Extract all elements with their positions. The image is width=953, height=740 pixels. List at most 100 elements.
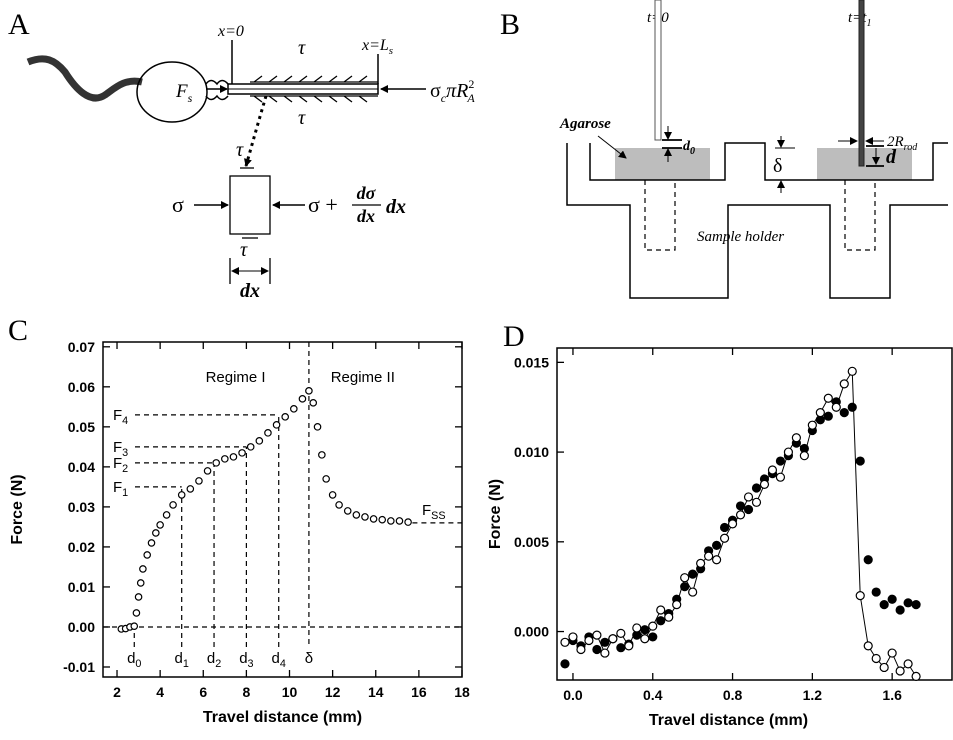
data-point bbox=[704, 551, 714, 561]
data-point bbox=[871, 653, 881, 664]
data-point bbox=[711, 555, 722, 565]
annotation: FSS bbox=[422, 502, 446, 522]
x-tick-label: 10 bbox=[282, 684, 298, 700]
label-mid: πR bbox=[446, 80, 468, 102]
data-point bbox=[791, 433, 801, 443]
data-point bbox=[863, 555, 873, 565]
arrow bbox=[597, 135, 627, 159]
data-point bbox=[221, 455, 229, 463]
label-sub: rod bbox=[904, 142, 919, 153]
label-sub: s bbox=[389, 45, 393, 57]
data-point bbox=[361, 513, 369, 521]
y-tick-label: 0.05 bbox=[68, 419, 95, 435]
label-main: d bbox=[175, 650, 183, 667]
label-sub: c bbox=[441, 91, 447, 105]
label-main: d bbox=[239, 650, 247, 667]
data-point bbox=[887, 648, 897, 658]
label-sub: 1 bbox=[866, 18, 871, 29]
label-main: d bbox=[207, 650, 215, 667]
data-point bbox=[855, 456, 865, 466]
d-marks bbox=[866, 145, 884, 167]
data-point bbox=[656, 616, 666, 626]
data-point bbox=[378, 515, 387, 524]
sample-holder bbox=[589, 142, 948, 181]
x-tick-label: 0.0 bbox=[563, 687, 583, 703]
y-tick-label: 0.03 bbox=[68, 499, 95, 515]
label-main: F bbox=[113, 439, 122, 456]
data-point bbox=[318, 451, 326, 459]
panel-a: A x=0 x=Ls τ τ Fs σcπR2 A τ σ σ + dσ dx d… bbox=[8, 8, 475, 302]
data-point bbox=[568, 632, 578, 642]
data-point bbox=[212, 459, 220, 467]
delta-label: δ bbox=[305, 650, 313, 667]
data-point bbox=[759, 479, 770, 489]
data-point bbox=[751, 483, 762, 493]
data-point bbox=[688, 569, 698, 579]
delta-label: δ bbox=[773, 155, 782, 177]
label-sub: 1 bbox=[122, 487, 128, 499]
y-tick-label: 0.06 bbox=[68, 379, 95, 395]
fraction-num: dσ bbox=[357, 183, 377, 203]
data-point bbox=[903, 598, 913, 608]
tau-label: τ bbox=[240, 239, 248, 261]
label-main: F bbox=[175, 81, 188, 102]
data-point bbox=[664, 612, 674, 622]
x-tick-label: 18 bbox=[454, 684, 470, 700]
annotation: d3 bbox=[239, 650, 253, 670]
data-point bbox=[624, 641, 634, 651]
annotation: F2 bbox=[113, 455, 128, 475]
data-point bbox=[309, 399, 318, 407]
label-sub: s bbox=[188, 91, 193, 105]
x-tick-label: 14 bbox=[368, 684, 384, 700]
data-point bbox=[847, 402, 857, 412]
dotted-arrow bbox=[244, 95, 268, 167]
data-point bbox=[743, 492, 754, 502]
data-point bbox=[352, 511, 361, 519]
data-point bbox=[132, 609, 141, 617]
data-point bbox=[895, 666, 905, 676]
y-tick-label: 0.005 bbox=[514, 534, 549, 550]
d-label: d bbox=[886, 146, 897, 168]
data-point bbox=[711, 540, 722, 551]
data-point bbox=[823, 411, 833, 421]
data-point bbox=[831, 402, 841, 412]
sigma-c-label: σcπR2 A bbox=[430, 77, 475, 105]
label-main: σ bbox=[430, 80, 441, 102]
label-main: d bbox=[127, 650, 135, 667]
plot-frame bbox=[556, 347, 953, 681]
agarose-label: Agarose bbox=[559, 116, 611, 132]
data-point bbox=[879, 600, 889, 610]
tau-label: τ bbox=[236, 139, 244, 161]
y-axis-title: Force (N) bbox=[487, 479, 504, 549]
data-point bbox=[600, 648, 610, 658]
label-sub: SS bbox=[431, 510, 445, 522]
data-point bbox=[343, 507, 352, 515]
y-axis-title: Force (N) bbox=[9, 474, 26, 544]
panel-letter: C bbox=[8, 314, 28, 347]
data-point bbox=[290, 405, 298, 413]
data-point bbox=[305, 387, 313, 395]
y-tick-label: 0.04 bbox=[68, 459, 95, 475]
agarose-gel bbox=[615, 148, 710, 180]
x-tick-label: 6 bbox=[199, 684, 207, 700]
annotation: F4 bbox=[113, 407, 128, 427]
data-point bbox=[640, 625, 650, 635]
data-point bbox=[688, 587, 698, 597]
holder-label: Sample holder bbox=[697, 229, 784, 245]
annotation: d4 bbox=[272, 650, 286, 670]
dx-label: dx bbox=[240, 280, 260, 302]
data-point bbox=[719, 522, 730, 533]
annotation: F1 bbox=[113, 479, 128, 499]
data-point bbox=[696, 558, 706, 568]
data-point bbox=[143, 551, 152, 559]
label-sub: 0 bbox=[135, 658, 141, 670]
data-point bbox=[584, 635, 594, 646]
annotation: d0 bbox=[127, 650, 141, 670]
d0-label: d0 bbox=[683, 139, 695, 157]
data-point bbox=[799, 451, 809, 461]
data-point bbox=[592, 630, 602, 640]
flagellum bbox=[26, 55, 143, 102]
fs-label: Fs bbox=[175, 81, 193, 105]
data-point bbox=[281, 413, 289, 421]
